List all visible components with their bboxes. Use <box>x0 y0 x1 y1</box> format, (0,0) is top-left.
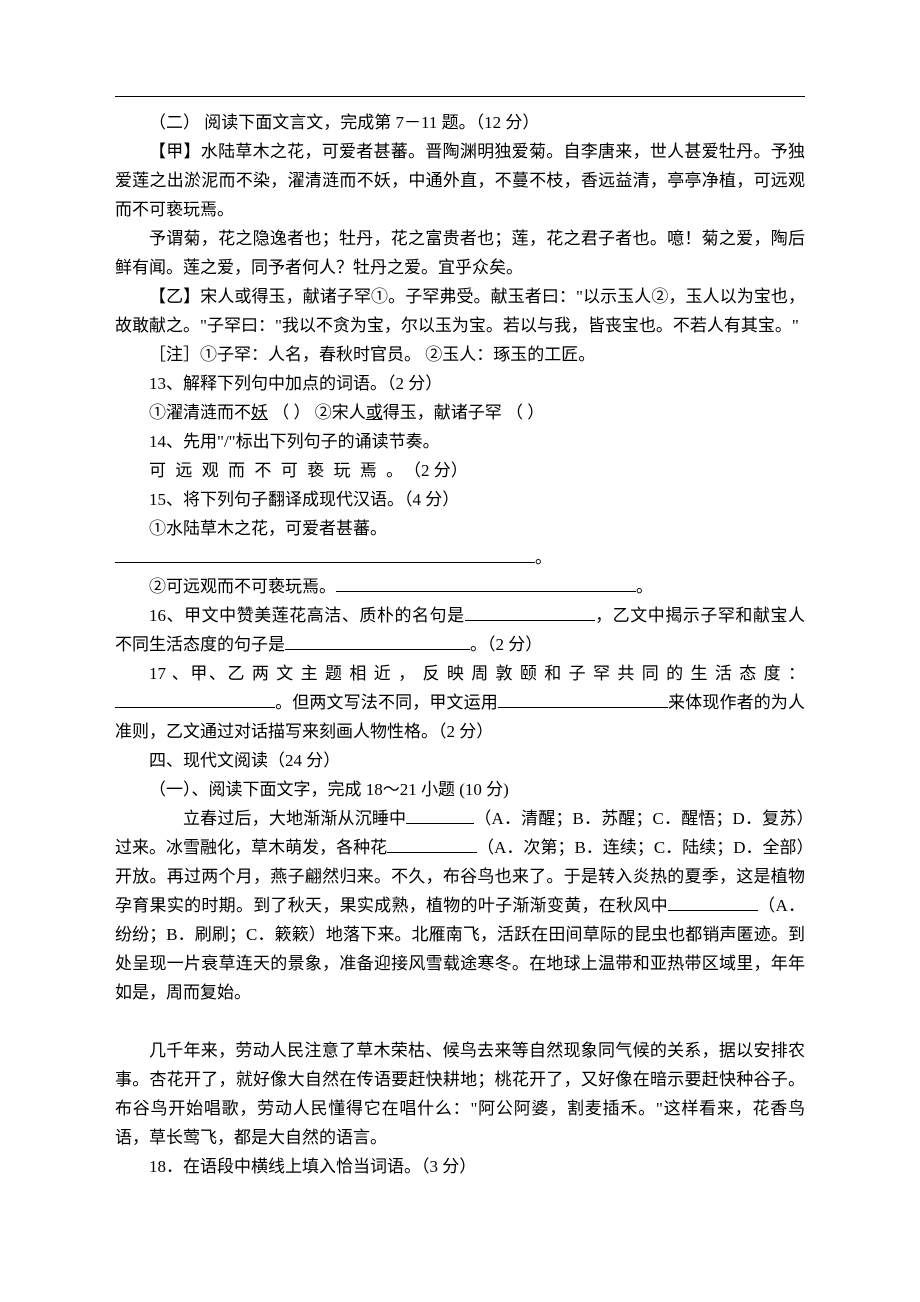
passage-yi: 【乙】宋人或得玉，献诸子罕①。子罕弗受。献玉者曰："以示玉人②，玉人以为宝也，故… <box>115 282 805 340</box>
q16-c: 。（2 分） <box>470 635 542 654</box>
blank-paragraph-gap <box>115 1007 805 1036</box>
blank-q16-2[interactable] <box>285 630 470 650</box>
q13-underline-1: 妖 <box>251 403 268 422</box>
q14-spaced-text: 可远观而不可亵玩焉。 <box>149 461 413 480</box>
question-17: 17 、甲、乙 两 文 主 题 相 近 ， 反 映 周 敦 颐 和 子 罕 共 … <box>115 659 805 746</box>
q13-part1-post: （ ） ②宋人 <box>268 403 366 422</box>
blank-q17-2[interactable] <box>498 688 668 708</box>
q13-part1-pre: ①濯清涟而不 <box>149 403 251 422</box>
q13-underline-2: 或 <box>366 403 383 422</box>
question-15-item2: ②可远观而不可亵玩焉。 。 <box>115 572 805 601</box>
section-4-sub-1: （一）、阅读下面文字，完成 18～21 小题 (10 分) <box>115 775 805 804</box>
section-4-heading: 四、现代文阅读（24 分） <box>115 746 805 775</box>
mp1-a: 立春过后，大地渐渐从沉睡中 <box>183 809 406 828</box>
question-15-item1: ①水陆草木之花，可爱者甚蕃。 <box>115 514 805 543</box>
question-15: 15、将下列句子翻译成现代汉语。（4 分） <box>115 485 805 514</box>
q17-b: 。但两文写法不同，甲文运用 <box>275 693 498 712</box>
question-13-items: ①濯清涟而不妖 （ ） ②宋人或得玉，献诸子罕 （ ） <box>115 398 805 427</box>
blank-mp1-1[interactable] <box>406 804 474 824</box>
blank-mp1-3[interactable] <box>668 891 758 911</box>
q17-a: 17 、甲、乙 两 文 主 题 相 近 ， 反 映 周 敦 颐 和 子 罕 共 … <box>149 664 805 683</box>
blank-line-1[interactable] <box>115 543 535 563</box>
period-1: 。 <box>535 548 552 567</box>
modern-passage-1: 立春过后，大地渐渐从沉睡中（A．清醒；B．苏醒；C．醒悟；D．复苏）过来。冰雪融… <box>115 804 805 1007</box>
q14-points: （2 分） <box>413 461 468 480</box>
question-15-answer1: 。 <box>115 543 805 572</box>
modern-passage-2: 几千年来，劳动人民注意了草木荣枯、候鸟去来等自然现象同气候的关系，据以安排农事。… <box>115 1036 805 1152</box>
q13-part2-post: 得玉，献诸子罕 （ ） <box>383 403 545 422</box>
q16-a: 16、甲文中赞美莲花高洁、质朴的名句是 <box>149 606 465 625</box>
question-13: 13、解释下列句中加点的词语。（2 分） <box>115 369 805 398</box>
passage-jia-2: 予谓菊，花之隐逸者也；牡丹，花之富贵者也；莲，花之君子者也。噫！菊之爱，陶后鲜有… <box>115 224 805 282</box>
question-16: 16、甲文中赞美莲花高洁、质朴的名句是，乙文中揭示子罕和献宝人不同生活态度的句子… <box>115 601 805 659</box>
q15-2-text: ②可远观而不可亵玩焉。 <box>149 577 336 596</box>
blank-line-2[interactable] <box>336 572 636 592</box>
question-14-sentence: 可远观而不可亵玩焉。（2 分） <box>115 456 805 485</box>
question-18: 18．在语段中横线上填入恰当词语。（3 分） <box>115 1152 805 1181</box>
blank-mp1-2[interactable] <box>387 833 477 853</box>
period-2: 。 <box>636 577 653 596</box>
question-14: 14、先用"/"标出下列句子的诵读节奏。 <box>115 427 805 456</box>
top-horizontal-rule <box>115 96 805 97</box>
passage-notes: ［注］①子罕：人名，春秋时官员。 ②玉人：琢玉的工匠。 <box>115 340 805 369</box>
passage-jia: 【甲】水陆草木之花，可爱者甚蕃。晋陶渊明独爱菊。自李唐来，世人甚爱牡丹。予独爱莲… <box>115 137 805 224</box>
blank-q17-1[interactable] <box>115 688 275 708</box>
blank-q16-1[interactable] <box>465 601 595 621</box>
section-heading-2: （二） 阅读下面文言文，完成第 7－11 题。（12 分） <box>115 108 805 137</box>
